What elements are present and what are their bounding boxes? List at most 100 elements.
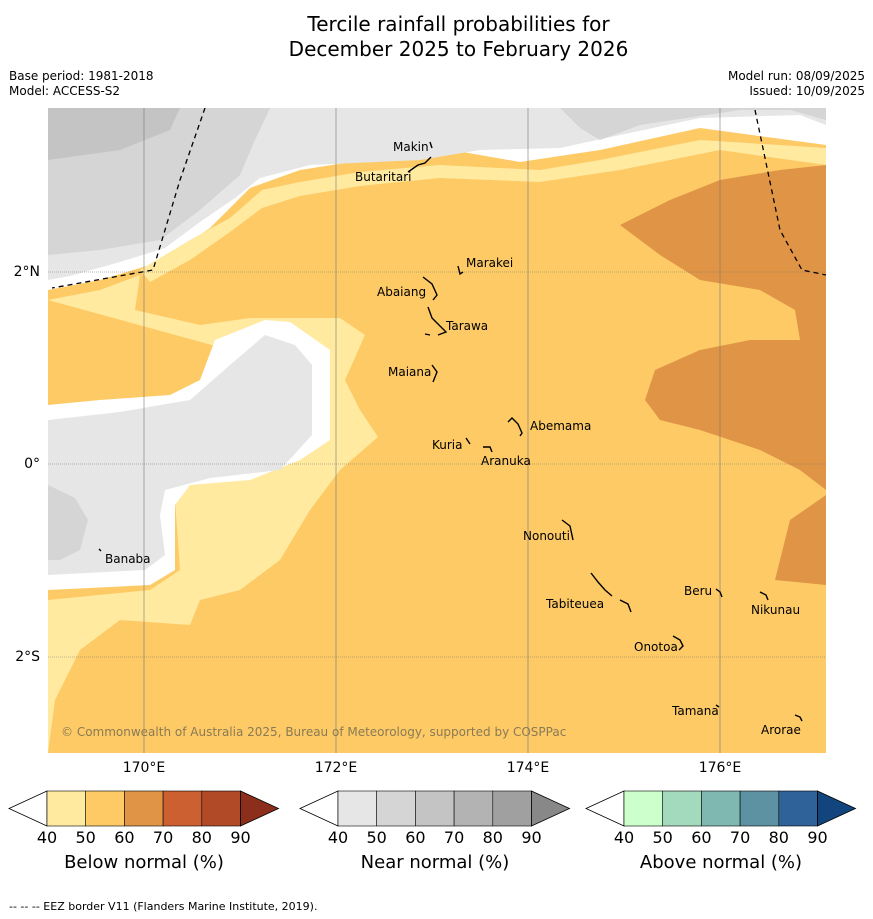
label-abaiang: Abaiang bbox=[377, 285, 426, 299]
legend-swatch bbox=[376, 790, 416, 827]
island-butaritari bbox=[407, 156, 432, 173]
label-makin: Makin bbox=[393, 140, 429, 154]
legend-swatch bbox=[453, 790, 494, 827]
legend-swatch bbox=[701, 790, 741, 827]
label-tamana: Tamana bbox=[671, 704, 719, 718]
footer-note: -- -- -- EEZ border V11 (Flanders Marine… bbox=[9, 900, 318, 913]
legend-tick-label: 40 bbox=[36, 828, 58, 847]
legend-high-arrow bbox=[531, 790, 571, 827]
place-labels: Makin Butaritari Marakei Abaiang Tarawa … bbox=[105, 140, 801, 737]
label-tabiteuea: Tabiteuea bbox=[545, 597, 604, 611]
legend-swatch bbox=[662, 790, 702, 827]
legend-swatch bbox=[739, 790, 780, 827]
label-marakei: Marakei bbox=[466, 256, 513, 270]
island-banaba bbox=[98, 548, 102, 552]
below-70-east bbox=[620, 165, 826, 490]
legend-tick-label: 50 bbox=[366, 828, 387, 847]
legend-tick-label: 70 bbox=[729, 828, 751, 847]
island-onotoa bbox=[672, 635, 684, 651]
model-run: Model run: 08/09/2025 bbox=[727, 69, 865, 83]
legend-swatch bbox=[337, 790, 378, 827]
island-tabiteuea bbox=[590, 572, 632, 613]
meta-left: Base period: 1981-2018 Model: ACCESS-S2 bbox=[9, 69, 154, 99]
legend-low-arrow bbox=[8, 790, 48, 827]
chart-title: Tercile rainfall probabilities for Decem… bbox=[0, 12, 873, 62]
label-abemama: Abemama bbox=[530, 419, 591, 433]
eez-border bbox=[51, 108, 826, 289]
eez-border-east bbox=[754, 109, 826, 276]
lat-label-2n: 2°N bbox=[13, 264, 40, 280]
near-50-north-east bbox=[560, 108, 826, 140]
legend-near-title: Near normal (%) bbox=[360, 852, 510, 873]
legend-swatch bbox=[124, 790, 164, 827]
legend-swatch bbox=[201, 790, 241, 827]
island-arorae bbox=[794, 714, 803, 722]
legend-tick-label: 50 bbox=[652, 828, 673, 847]
legend-below-normal bbox=[8, 790, 280, 827]
legend-high-arrow bbox=[240, 790, 280, 827]
island-nonouti bbox=[561, 519, 574, 541]
near-50-west bbox=[48, 485, 88, 560]
island-tamana bbox=[715, 704, 720, 708]
legend-tick-label: 40 bbox=[327, 828, 349, 847]
lat-label-0: 0° bbox=[24, 456, 40, 472]
lat-label-2s: 2°S bbox=[15, 649, 40, 665]
title-line-1: Tercile rainfall probabilities for bbox=[307, 12, 610, 36]
label-onotoa: Onotoa bbox=[634, 640, 678, 654]
legend-below-title: Below normal (%) bbox=[64, 852, 224, 873]
label-butaritari: Butaritari bbox=[355, 170, 412, 184]
legend-tick-label: 60 bbox=[405, 828, 426, 847]
island-beru bbox=[715, 588, 723, 598]
label-maiana: Maiana bbox=[388, 365, 431, 379]
island-marakei bbox=[457, 265, 464, 276]
label-banaba: Banaba bbox=[105, 552, 151, 566]
issued-date: Issued: 10/09/2025 bbox=[749, 84, 865, 98]
legend-tick-label: 90 bbox=[807, 828, 828, 847]
legend-swatch bbox=[778, 790, 818, 827]
below-70-southeast bbox=[775, 495, 826, 585]
island-makin bbox=[429, 141, 433, 149]
legend-near-normal bbox=[299, 790, 571, 827]
legend-tick-label: 40 bbox=[613, 828, 635, 847]
legend-swatch bbox=[162, 790, 203, 827]
label-arorae: Arorae bbox=[761, 723, 801, 737]
eez-border-west bbox=[51, 108, 206, 289]
label-beru: Beru bbox=[684, 584, 712, 598]
lon-label-176e: 176°E bbox=[698, 760, 742, 776]
label-nikunau: Nikunau bbox=[751, 603, 800, 617]
legend-swatch bbox=[85, 790, 125, 827]
legend-tick-label: 70 bbox=[443, 828, 465, 847]
near-40-west bbox=[48, 335, 312, 575]
copyright-notice: © Commonwealth of Australia 2025, Bureau… bbox=[61, 725, 566, 739]
meta-right: Model run: 08/09/2025 Issued: 10/09/2025 bbox=[728, 69, 865, 99]
islands bbox=[98, 141, 803, 722]
legend-tick-label: 50 bbox=[75, 828, 96, 847]
legend-high-arrow bbox=[817, 790, 857, 827]
legend-low-arrow bbox=[585, 790, 625, 827]
island-tarawa bbox=[424, 306, 448, 336]
title-line-2: December 2025 to February 2026 bbox=[288, 37, 629, 61]
label-kuria: Kuria bbox=[432, 438, 463, 452]
legend-above-normal bbox=[585, 790, 857, 827]
island-aranuka bbox=[483, 446, 493, 453]
label-aranuka: Aranuka bbox=[481, 454, 531, 468]
lon-label-172e: 172°E bbox=[314, 760, 358, 776]
legend-tick-label: 90 bbox=[230, 828, 251, 847]
island-kuria bbox=[465, 437, 471, 445]
graticule bbox=[48, 108, 826, 753]
legend-tick-label: 80 bbox=[768, 828, 789, 847]
near-60-northwest bbox=[48, 108, 180, 160]
island-maiana bbox=[431, 364, 438, 383]
probability-field: Makin Butaritari Marakei Abaiang Tarawa … bbox=[48, 108, 826, 753]
legend-tick-label: 70 bbox=[152, 828, 174, 847]
legend-tick-label: 60 bbox=[114, 828, 135, 847]
legend-swatch bbox=[46, 790, 87, 827]
legend-tick-label: 60 bbox=[691, 828, 712, 847]
label-tarawa: Tarawa bbox=[445, 319, 488, 333]
below-50-north-strip bbox=[140, 140, 826, 282]
legend-tick-label: 90 bbox=[521, 828, 542, 847]
lon-label-170e: 170°E bbox=[122, 760, 166, 776]
label-nonouti: Nonouti bbox=[523, 529, 570, 543]
legend-above-title: Above normal (%) bbox=[639, 852, 803, 873]
